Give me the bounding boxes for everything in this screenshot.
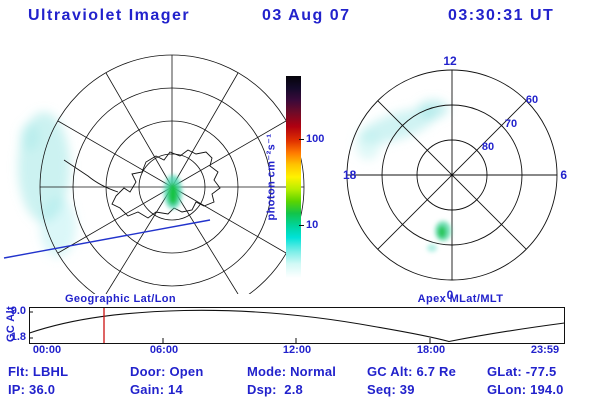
status-ip: IP: 36.0 — [8, 382, 56, 397]
geographic-projection-plot — [3, 54, 305, 294]
terminator-line — [3, 219, 211, 259]
colorbar-tick-mark-100 — [299, 139, 304, 140]
aurora-arc-apex — [356, 100, 448, 160]
mlt-label-12: 12 — [443, 54, 457, 68]
mlt-label-6: 6 — [560, 168, 567, 182]
status-gc-alt: GC Alt: 6.7 Re — [367, 364, 457, 379]
timeline-xtick-1800: 18:00 — [416, 344, 446, 356]
aurora-diffuse-patch — [18, 112, 76, 257]
status-glat: GLat: -77.5 — [487, 364, 557, 379]
status-flt: Flt: LBHL — [8, 364, 69, 379]
timeline-xtick-0000: 00:00 — [32, 344, 62, 356]
colorbar-tick-bottom: 10 — [306, 219, 319, 231]
timeline-ticks — [29, 311, 431, 343]
status-dsp: Dsp: 2.8 — [247, 382, 303, 397]
mlt-label-18: 18 — [343, 168, 357, 182]
header-time: 03:30:31 UT — [448, 7, 555, 24]
status-glon: GLon: 194.0 — [487, 382, 564, 397]
apex-plot-title: Apex MLat/MLT — [417, 293, 504, 305]
mlt-label-0: 0 — [447, 288, 454, 302]
status-door: Door: Open — [130, 364, 204, 379]
status-gain: Gain: 14 — [130, 382, 183, 397]
colorbar-tick-mark-10 — [299, 225, 304, 226]
geo-plot-title: Geographic Lat/Lon — [64, 293, 177, 305]
aurora-spot-apex — [427, 221, 451, 252]
ring-label-80: 80 — [482, 141, 494, 153]
timeline-ytick-top: 9.0 — [10, 305, 26, 317]
colorbar-tick-top: 100 — [306, 133, 325, 145]
timeline-xtick-1200: 12:00 — [282, 344, 312, 356]
apex-mlat-mlt-plot: 12 18 6 0 60 70 80 — [343, 54, 567, 302]
timeline-ytick-bottom: 1.8 — [10, 331, 26, 343]
aurora-bright-patch — [164, 175, 182, 209]
timeline-frame — [29, 307, 565, 344]
page-title: Ultraviolet Imager — [28, 7, 191, 24]
status-seq: Seq: 39 — [367, 382, 415, 397]
timeline-xtick-2359: 23:59 — [530, 344, 560, 356]
timeline-xtick-0600: 06:00 — [149, 344, 179, 356]
gc-alt-timeline — [29, 307, 565, 344]
mlt-spokes — [347, 70, 557, 280]
ring-label-70: 70 — [505, 118, 517, 130]
status-mode: Mode: Normal — [247, 364, 337, 379]
header-date: 03 Aug 07 — [262, 7, 351, 24]
intensity-colorbar — [286, 76, 301, 278]
antarctica-coastline — [63, 149, 221, 219]
ring-label-60: 60 — [526, 94, 538, 106]
colorbar-label: photon cm⁻²s⁻¹ — [265, 133, 278, 221]
gc-alt-curve — [29, 309, 565, 343]
lat-lon-grid — [39, 54, 305, 294]
